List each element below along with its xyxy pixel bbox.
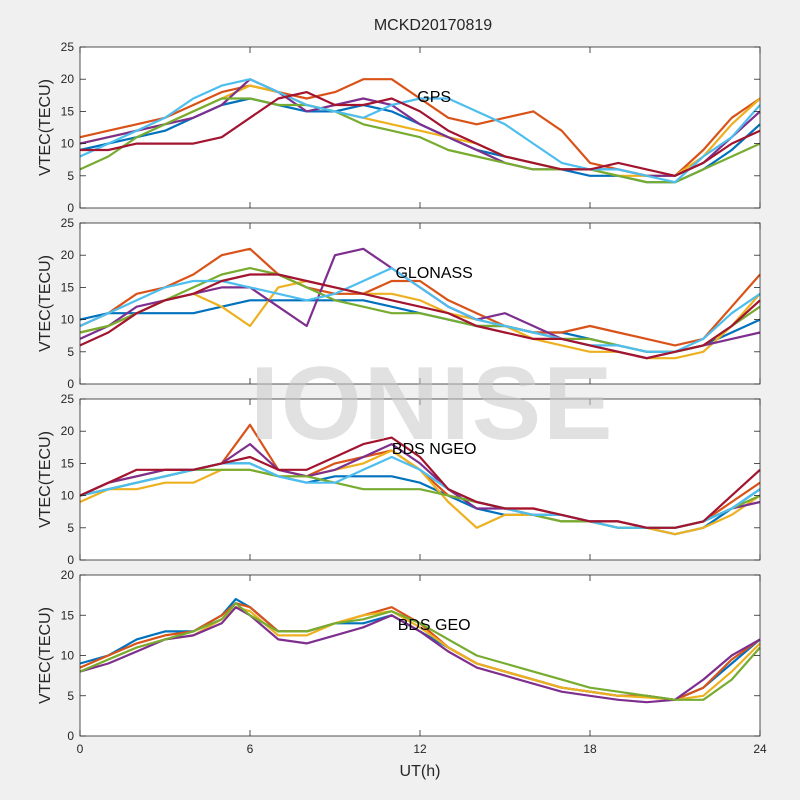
y-tick-label: 20 (61, 72, 75, 86)
y-tick-label: 20 (61, 424, 75, 438)
plot-area (80, 47, 760, 208)
y-tick-label: 20 (61, 248, 75, 262)
y-tick-label: 15 (61, 104, 75, 118)
x-tick-label: 18 (583, 742, 597, 756)
panel-label: BDS GEO (398, 617, 471, 634)
y-tick-label: 25 (61, 216, 75, 230)
y-tick-label: 5 (67, 169, 74, 183)
panel-gps: 0 5 10 15 20 25 VTEC(TECU) GPS (37, 40, 761, 215)
series-line-4 (79, 606, 761, 704)
plot-area (80, 223, 760, 384)
y-tick-label: 0 (67, 377, 74, 391)
series-line-7 (80, 91, 761, 177)
series-line-6 (79, 78, 761, 184)
y-tick-label: 15 (61, 456, 75, 470)
y-tick-label: 10 (61, 649, 75, 663)
panel-bds-ngeo: 0 5 10 15 20 25 VTEC(TECU) BDS NGEO (37, 392, 761, 567)
x-tick-label: 0 (77, 742, 84, 756)
plot-area (80, 399, 760, 560)
y-tick-label: 25 (61, 40, 75, 54)
y-tick-label: 0 (67, 729, 74, 743)
x-tick-label: 24 (753, 742, 767, 756)
x-tick-label: 6 (247, 742, 254, 756)
x-axis-label: UT(h) (400, 763, 441, 780)
panel-label: BDS NGEO (392, 441, 476, 458)
y-tick-label: 10 (61, 313, 75, 327)
panel-label: GPS (417, 89, 451, 106)
y-axis-label: VTEC(TECU) (37, 607, 54, 704)
y-tick-label: 15 (61, 608, 75, 622)
y-tick-label: 25 (61, 392, 75, 406)
series-line-2 (79, 247, 761, 347)
y-axis-label: VTEC(TECU) (37, 255, 54, 352)
plot-area (80, 575, 760, 736)
series-line-6 (79, 267, 761, 353)
panel-label: GLONASS (395, 265, 472, 282)
y-tick-label: 10 (61, 137, 75, 151)
y-tick-label: 0 (67, 201, 74, 215)
series-line-7 (79, 436, 761, 529)
series-line-5 (79, 602, 761, 701)
y-tick-label: 10 (61, 489, 75, 503)
y-tick-label: 5 (67, 345, 74, 359)
panel-bds-geo: 0 5 10 15 20 0 6 12 18 24 VTEC(TECU) BDS GEO UT(h) (37, 568, 767, 780)
y-tick-label: 5 (67, 521, 74, 535)
y-tick-label: 20 (61, 568, 75, 582)
y-axis-label: VTEC(TECU) (37, 431, 54, 528)
y-tick-label: 15 (61, 280, 75, 294)
chart-title: MCKD20170819 (374, 17, 492, 34)
y-tick-label: 0 (67, 553, 74, 567)
panels: 0 5 10 15 20 25 VTEC(TECU) GPS 0 5 10 15 20 25 VTEC(TE… (37, 40, 767, 780)
y-axis-label: VTEC(TECU) (37, 79, 54, 176)
panel-glonass: 0 5 10 15 20 25 VTEC(TECU) GLONASS (37, 216, 761, 391)
x-tick-label: 12 (413, 742, 427, 756)
series-line-7 (79, 273, 761, 360)
series-line-5 (79, 97, 761, 184)
y-tick-label: 5 (67, 689, 74, 703)
